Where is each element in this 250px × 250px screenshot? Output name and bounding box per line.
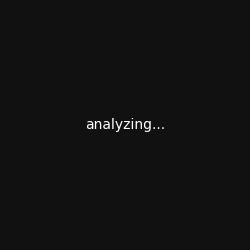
Text: analyzing...: analyzing... <box>85 118 165 132</box>
